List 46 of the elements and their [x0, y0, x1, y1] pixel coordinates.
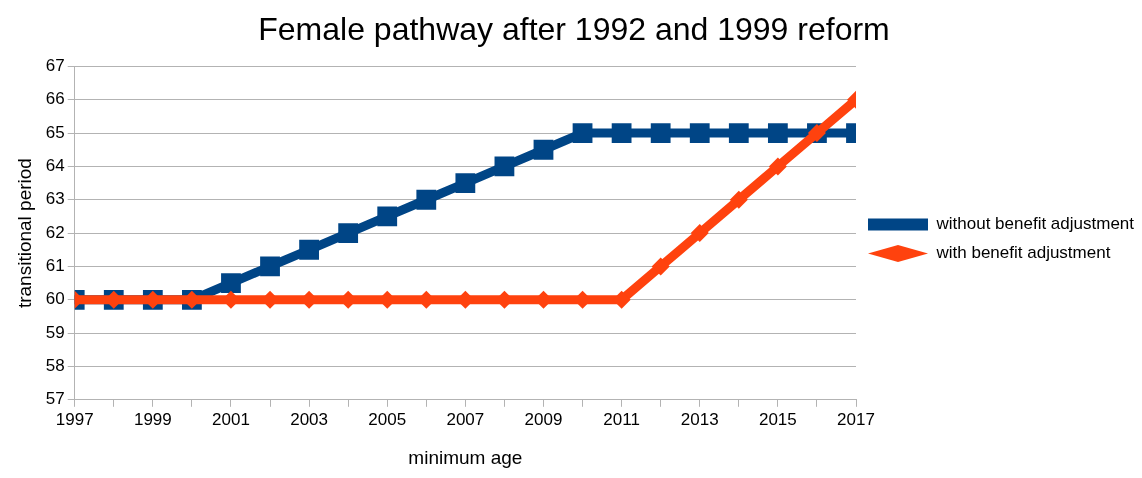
point	[494, 156, 515, 177]
x-tick-label: 2011	[603, 409, 640, 429]
point	[299, 239, 319, 260]
point	[650, 123, 671, 143]
y-tick-label: 60	[45, 289, 65, 309]
x-tick-label: 2009	[524, 409, 563, 429]
y-tick-label: 64	[45, 156, 65, 176]
y-tick-label: 57	[45, 389, 65, 409]
y-tick-label: 58	[45, 356, 65, 376]
point	[260, 256, 280, 277]
point	[729, 190, 748, 209]
legend-label: without benefit adjustment	[935, 214, 1135, 234]
y-tick-label: 67	[45, 56, 65, 76]
y-tick-label: 63	[45, 189, 65, 209]
x-tick-label: 2007	[446, 409, 485, 429]
point	[689, 123, 710, 143]
x-tick-label: 2015	[758, 409, 797, 429]
point	[572, 123, 593, 143]
chart-title: Female pathway after 1992 and 1999 reform	[258, 11, 890, 48]
point	[767, 123, 788, 143]
point	[416, 189, 437, 210]
y-tick-label: 61	[45, 256, 65, 276]
point	[651, 257, 670, 276]
point	[533, 139, 554, 160]
point	[768, 157, 787, 176]
y-axis-title: transitional period	[13, 158, 35, 309]
x-tick-label: 2005	[368, 409, 407, 429]
x-tick-label: 2001	[212, 409, 250, 429]
y-tick-label: 59	[45, 322, 65, 342]
y-tick-label: 65	[45, 122, 65, 142]
point	[221, 273, 241, 294]
point	[377, 206, 398, 227]
x-tick-label: 2017	[837, 409, 875, 429]
point	[728, 123, 749, 143]
point	[455, 173, 476, 193]
x-axis-title: minimum age	[408, 446, 523, 468]
point	[690, 224, 709, 243]
x-tick-label: 1999	[133, 409, 172, 429]
legend-label: with benefit adjustment	[935, 243, 1111, 263]
x-tick-label: 2013	[680, 409, 719, 429]
point	[611, 123, 632, 143]
x-tick-label: 2003	[290, 409, 329, 429]
y-tick-label: 62	[45, 222, 65, 242]
x-tick-label: 1997	[55, 409, 94, 429]
point	[338, 223, 359, 243]
y-tick-label: 66	[45, 89, 65, 109]
